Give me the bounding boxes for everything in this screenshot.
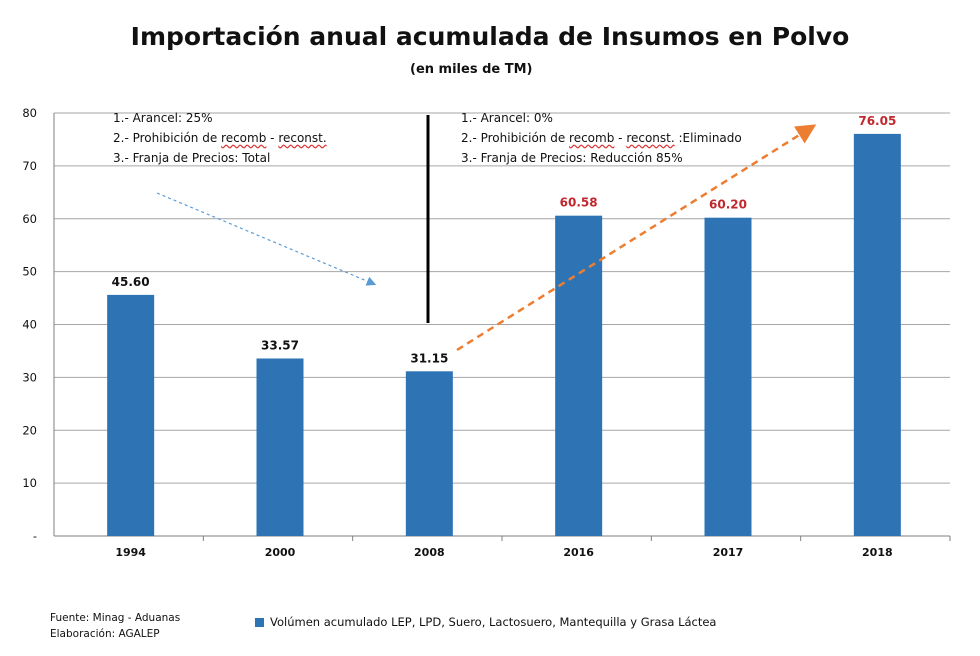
data-label-2016: 60.58 (560, 196, 598, 210)
bar-2000 (256, 358, 304, 536)
x-tick-label-2008: 2008 (414, 546, 445, 559)
x-tick-label-2016: 2016 (563, 546, 594, 559)
bar-1994 (107, 294, 155, 536)
bar-2016 (555, 215, 603, 537)
data-label-2008: 31.15 (410, 351, 448, 365)
note-tariff-before: 1.- Arancel: 25% (113, 111, 213, 125)
data-label-2018: 76.05 (858, 114, 896, 128)
bar-layer (107, 133, 901, 537)
y-tick-label-10: 10 (22, 476, 37, 490)
y-tick-label-80: 80 (22, 106, 37, 120)
data-label-2017: 60.20 (709, 198, 747, 212)
note-price-band-before: 3.- Franja de Precios: Total (113, 151, 271, 165)
chart-legend: Volúmen acumulado LEP, LPD, Suero, Lacto… (255, 615, 716, 629)
source-footer: Fuente: Minag - Aduanas Elaboración: AGA… (50, 610, 180, 642)
y-tick-label-0: - (33, 529, 37, 543)
data-label-1994: 45.60 (112, 275, 150, 289)
y-tick-label-30: 30 (22, 370, 37, 384)
x-tick-label-1994: 1994 (115, 546, 146, 559)
bar-2017 (704, 217, 752, 536)
policy-notes-before: 1.- Arancel: 25% 2.- Prohibición de reco… (113, 108, 327, 168)
growth-trend-arrow (456, 124, 817, 352)
legend-swatch (255, 617, 264, 627)
note-prohibition-before: 2.- Prohibición de recomb - reconst. (113, 131, 327, 145)
chart-title: Importación anual acumulada de Insumos e… (130, 22, 850, 51)
legend-label: Volúmen acumulado LEP, LPD, Suero, Lacto… (270, 615, 717, 629)
chart-subtitle: (en miles de TM) (410, 62, 533, 77)
bar-2008 (405, 371, 453, 536)
policy-notes-after: 1.- Arancel: 0% 2.- Prohibición de recom… (461, 108, 742, 168)
label-layer: - 10 20 30 40 50 60 70 80 1994 45.60 2000 33.57 2008 3… (22, 106, 896, 559)
data-label-2000: 33.57 (261, 338, 299, 352)
y-tick-label-40: 40 (22, 318, 37, 332)
x-tick-label-2000: 2000 (265, 546, 296, 559)
x-tick-label-2017: 2017 (713, 546, 744, 559)
y-tick-label-70: 70 (22, 159, 37, 173)
x-tick-label-2018: 2018 (862, 546, 893, 559)
grid-layer (53, 112, 951, 541)
decline-trend-arrow (156, 192, 377, 286)
source-text: Fuente: Minag - Aduanas (50, 612, 181, 624)
made-by-text: Elaboración: AGALEP (50, 628, 160, 640)
note-price-band-after: 3.- Franja de Precios: Reducción 85% (461, 151, 683, 165)
y-tick-label-50: 50 (22, 265, 37, 279)
bar-2018 (853, 133, 901, 536)
y-tick-label-60: 60 (22, 212, 37, 226)
note-prohibition-after: 2.- Prohibición de recomb - reconst. :El… (461, 131, 742, 145)
note-tariff-after: 1.- Arancel: 0% (461, 111, 553, 125)
y-tick-label-20: 20 (22, 423, 37, 437)
